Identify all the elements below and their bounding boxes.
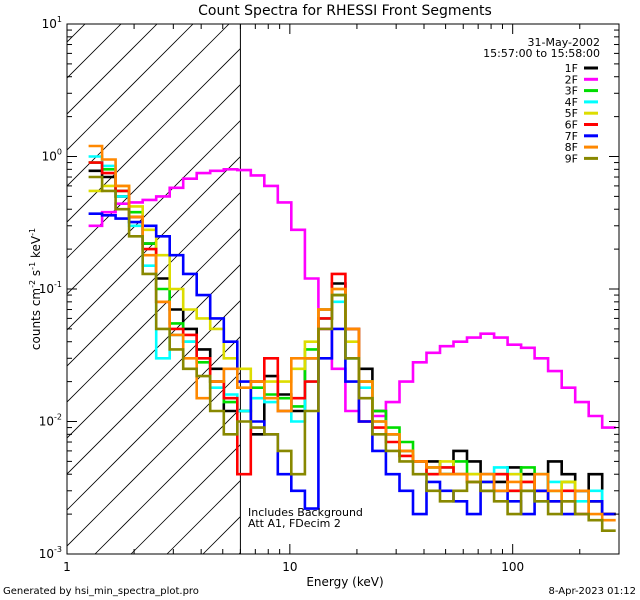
legend-label-9F: 9F — [565, 152, 578, 165]
legend-label-6F: 6F — [565, 119, 578, 132]
hatch-line — [67, 264, 241, 439]
legend-label-8F: 8F — [565, 141, 578, 154]
legend-label-7F: 7F — [565, 130, 578, 143]
legend-label-3F: 3F — [565, 85, 578, 98]
hatch-line — [67, 84, 241, 259]
annotation-attenuator: Att A1, FDecim 2 — [248, 517, 341, 530]
chart-title: Count Spectra for RHESSI Front Segments — [198, 3, 492, 19]
hatch-line — [67, 228, 241, 403]
background-hatch-region — [0, 0, 640, 554]
hatch-line — [0, 0, 11, 554]
annotation-background: Includes Background — [248, 506, 363, 519]
observation-time-range: 15:57:00 to 15:58:00 — [483, 47, 600, 60]
hatch-line — [67, 300, 241, 475]
y-tick-label: 10-3 — [39, 545, 62, 561]
hatch-line — [67, 48, 241, 223]
hatch-line — [67, 192, 241, 367]
footer-generated-by: Generated by hsi_min_spectra_plot.pro — [3, 586, 199, 597]
x-axis-label: Energy (keV) — [306, 575, 383, 589]
legend-label-1F: 1F — [565, 62, 578, 75]
hatch-line — [94, 408, 241, 554]
x-tick-label: 100 — [501, 560, 524, 574]
spectra-series-group — [88, 144, 616, 532]
hatch-line — [67, 24, 158, 115]
hatch-line — [67, 336, 241, 511]
observation-date: 31-May-2002 — [528, 36, 600, 49]
y-axis-label: counts cm-2 s-1 keV-1 — [28, 228, 43, 350]
series-2F-line — [88, 168, 616, 429]
footer-timestamp: 8-Apr-2023 01:12 — [549, 586, 636, 597]
hatch-line — [311, 0, 640, 554]
legend-label-4F: 4F — [565, 96, 578, 109]
series-8F-line — [88, 144, 616, 522]
series-9F-line — [88, 175, 616, 532]
legend-label-5F: 5F — [565, 107, 578, 120]
series-7F-line — [88, 212, 616, 516]
legend-label-2F: 2F — [565, 73, 578, 86]
hatch-line — [67, 156, 241, 331]
y-tick-label: 10-1 — [39, 280, 62, 296]
hatch-line — [67, 24, 230, 187]
y-tick-label: 101 — [42, 15, 62, 31]
hatch-line — [67, 24, 194, 151]
hatch-line — [67, 24, 86, 43]
hatch-line — [130, 444, 241, 554]
hatch-line — [275, 0, 640, 554]
hatch-line — [67, 120, 241, 295]
y-tick-label: 10-2 — [39, 413, 62, 429]
series-3F-line — [88, 161, 616, 516]
series-6F-line — [88, 161, 616, 516]
hatch-line — [67, 372, 241, 547]
x-tick-label: 10 — [282, 560, 297, 574]
x-tick-label: 1 — [63, 560, 71, 574]
hatch-line — [0, 0, 119, 554]
hatch-line — [419, 0, 640, 554]
hatch-line — [383, 0, 640, 554]
axis-ticks: 1 10 100 10-3 10-2 10-1 100 101 — [39, 15, 620, 574]
hatch-line — [67, 24, 122, 79]
y-tick-label: 100 — [42, 148, 62, 164]
series-4F-line — [88, 155, 616, 516]
